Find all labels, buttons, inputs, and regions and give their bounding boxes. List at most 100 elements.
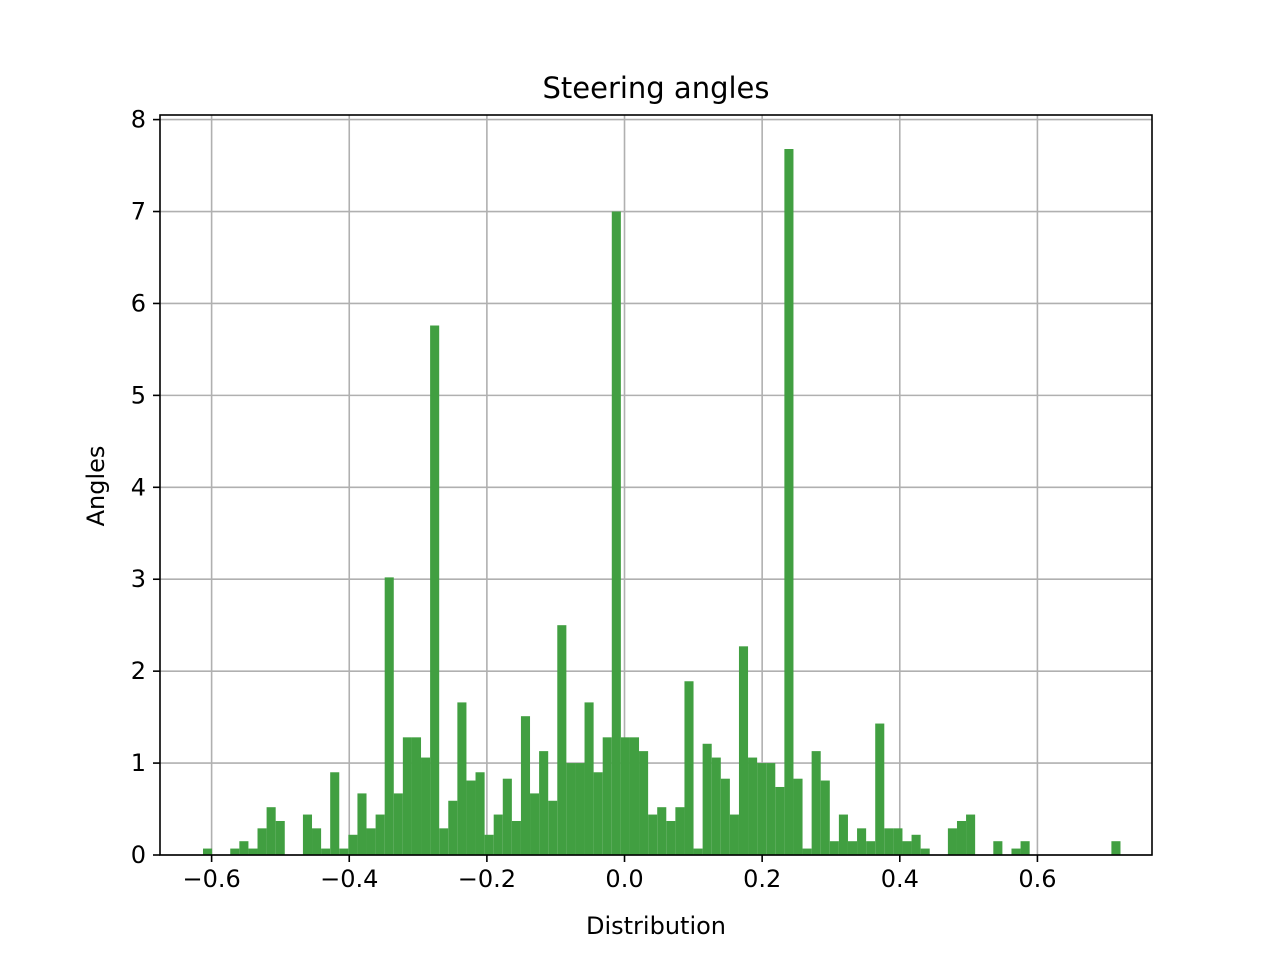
- histogram-bar: [684, 681, 694, 855]
- histogram-bar: [811, 751, 821, 855]
- grid-layer: [160, 115, 1152, 856]
- ticks-layer: −0.6 −0.4 −0.2 0.0 0.2 0.4 0.6 0 1 2 3 4 5 6 7 8: [131, 106, 1057, 893]
- histogram-bar: [757, 763, 767, 855]
- histogram-bar: [411, 737, 422, 855]
- histogram-bar: [966, 814, 976, 855]
- y-tick-label: 8: [131, 106, 146, 134]
- histogram-bar: [847, 841, 858, 855]
- histogram-bar: [620, 737, 630, 855]
- histogram-bar: [956, 820, 967, 855]
- histogram-bar: [375, 814, 385, 855]
- x-tick-label: −0.4: [320, 865, 378, 893]
- histogram-bar: [884, 828, 894, 855]
- x-axis-label: Distribution: [586, 912, 726, 940]
- histogram-bar: [911, 834, 921, 855]
- x-tick-label: 0.6: [1018, 865, 1056, 893]
- y-tick-label: 1: [131, 749, 146, 777]
- histogram-bar: [829, 841, 839, 855]
- histogram-bar: [266, 807, 276, 855]
- histogram-bar: [920, 848, 930, 855]
- histogram-bar: [639, 751, 649, 855]
- histogram-bar: [548, 800, 558, 855]
- histogram-bar: [312, 828, 322, 855]
- y-tick-label: 2: [131, 657, 146, 685]
- histogram-bar: [602, 737, 612, 855]
- histogram-bar: [784, 149, 794, 855]
- bars-layer: [203, 149, 1121, 856]
- histogram-bar: [1111, 841, 1121, 855]
- histogram-bar: [384, 577, 394, 855]
- histogram-bar: [993, 841, 1003, 855]
- y-axis-label: Angles: [82, 446, 110, 527]
- histogram-bar: [857, 828, 867, 855]
- histogram-bar: [866, 841, 876, 855]
- x-tick-label: 0.2: [743, 865, 781, 893]
- histogram-bar: [520, 716, 531, 855]
- histogram-bar: [693, 848, 703, 855]
- histogram-bar: [947, 828, 957, 855]
- histogram-bar: [357, 793, 367, 855]
- histogram-bar: [302, 814, 313, 855]
- histogram-bar: [802, 848, 812, 855]
- histogram-bar: [203, 848, 213, 855]
- histogram-bar: [1011, 848, 1021, 855]
- histogram-bar: [648, 814, 658, 855]
- histogram-bar: [466, 780, 476, 855]
- x-tick-label: −0.2: [458, 865, 516, 893]
- histogram-bar: [711, 757, 721, 855]
- histogram-bar: [421, 757, 431, 855]
- y-tick-label: 6: [131, 289, 146, 317]
- histogram-bar: [275, 820, 285, 855]
- histogram-bar: [748, 757, 758, 855]
- histogram-bar: [893, 828, 903, 855]
- histogram-bar: [257, 828, 267, 855]
- histogram-bar: [720, 778, 730, 855]
- histogram-bar: [566, 763, 576, 855]
- histogram-bar: [393, 793, 403, 855]
- histogram-bar: [766, 763, 776, 855]
- histogram-bar: [539, 751, 549, 855]
- histogram-bar: [702, 743, 712, 855]
- histogram-bar: [575, 763, 585, 855]
- histogram-bar: [902, 841, 912, 855]
- histogram-bar: [339, 848, 349, 855]
- histogram-bar: [593, 772, 603, 855]
- histogram-bar: [402, 737, 412, 855]
- histogram-bar: [775, 786, 785, 855]
- histogram-bar: [457, 702, 467, 855]
- histogram-bar: [502, 778, 512, 855]
- histogram-bar: [675, 807, 685, 855]
- histogram-bar: [530, 793, 540, 855]
- x-tick-label: 0.4: [881, 865, 919, 893]
- x-tick-label: −0.6: [182, 865, 240, 893]
- histogram-bar: [511, 820, 521, 855]
- histogram-bar: [611, 211, 621, 856]
- histogram-bar: [239, 841, 249, 855]
- histogram-bar: [484, 834, 494, 855]
- histogram-bar: [366, 828, 376, 855]
- histogram-bar: [248, 848, 258, 855]
- x-tick-label: 0.0: [605, 865, 643, 893]
- histogram-bar: [330, 772, 340, 855]
- histogram-bar: [230, 848, 240, 855]
- histogram-bar: [738, 646, 749, 855]
- histogram-bar: [1020, 841, 1030, 855]
- histogram-bar: [475, 772, 485, 855]
- histogram-bar: [321, 848, 331, 855]
- histogram-bar: [629, 737, 640, 855]
- histogram-bar: [793, 778, 803, 855]
- y-tick-label: 3: [131, 565, 146, 593]
- histogram-bar: [666, 820, 676, 855]
- histogram-bar: [820, 780, 830, 855]
- histogram-bar: [430, 325, 440, 856]
- histogram-bar: [557, 625, 567, 855]
- y-tick-label: 7: [131, 198, 146, 226]
- chart-title: Steering angles: [542, 71, 769, 105]
- histogram-bar: [348, 834, 358, 855]
- histogram-bar: [729, 814, 739, 855]
- y-tick-label: 4: [131, 473, 146, 501]
- y-tick-label: 5: [131, 381, 146, 409]
- plot-frame: [159, 114, 1153, 856]
